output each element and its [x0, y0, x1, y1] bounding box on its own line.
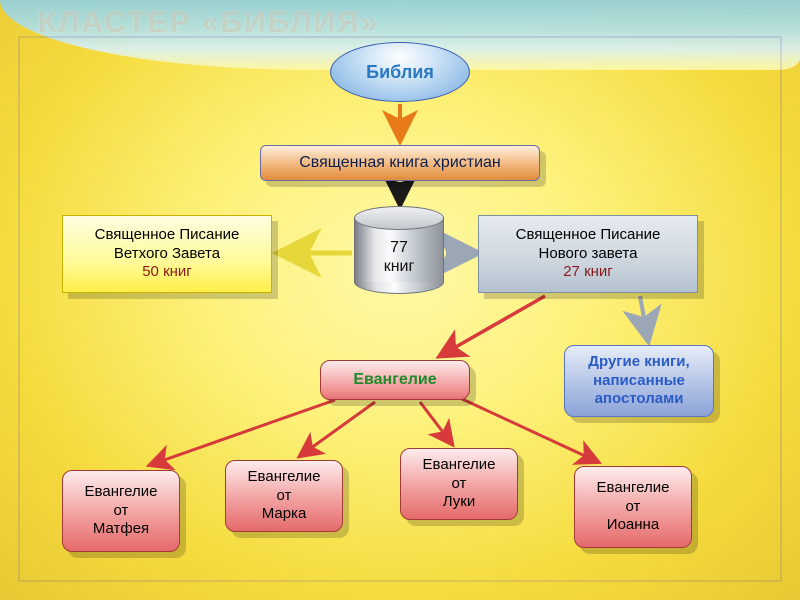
node-gospel-luke: Евангелие от Луки [400, 448, 518, 520]
gospel-label: Евангелие [353, 370, 436, 390]
mark-l1: Евангелие [248, 468, 321, 487]
cyl-l2: книг [384, 258, 415, 275]
node-holy-book: Священная книга христиан [260, 145, 540, 181]
node-gospel-matthew: Евангелие от Матфея [62, 470, 180, 552]
other-l1: Другие книги, [588, 353, 689, 372]
cyl-l1: 77 [390, 239, 408, 256]
node-gospel: Евангелие [320, 360, 470, 400]
old-l3: 50 книг [142, 263, 192, 282]
john-l1: Евангелие [597, 479, 670, 498]
node-old-testament: Священное Писание Ветхого Завета 50 книг [62, 215, 272, 293]
luke-l1: Евангелие [423, 456, 496, 475]
john-l2: от [626, 498, 641, 517]
other-l2: написанные [593, 372, 685, 391]
new-l3: 27 книг [563, 263, 613, 282]
matt-l3: Матфея [93, 520, 149, 539]
luke-l2: от [452, 475, 467, 494]
matt-l2: от [114, 502, 129, 521]
cylinder-top [354, 206, 444, 230]
holybook-label: Священная книга христиан [299, 153, 501, 173]
luke-l3: Луки [443, 493, 475, 512]
other-l3: апостолами [595, 390, 684, 409]
node-new-testament: Священное Писание Нового завета 27 книг [478, 215, 698, 293]
node-gospel-mark: Евангелие от Марка [225, 460, 343, 532]
node-bible: Библия [330, 42, 470, 102]
ghost-title: КЛАСТЕР «БИБЛИЯ» [38, 6, 379, 40]
matt-l1: Евангелие [85, 483, 158, 502]
old-l2: Ветхого Завета [114, 245, 220, 264]
cylinder-label: 77 книг [354, 238, 444, 276]
mark-l2: от [277, 487, 292, 506]
node-gospel-john: Евангелие от Иоанна [574, 466, 692, 548]
node-77-books-cylinder: 77 книг [354, 206, 444, 294]
node-other-books: Другие книги, написанные апостолами [564, 345, 714, 417]
new-l1: Священное Писание [516, 226, 661, 245]
john-l3: Иоанна [607, 516, 659, 535]
bible-label: Библия [366, 61, 434, 84]
new-l2: Нового завета [539, 245, 638, 264]
mark-l3: Марка [262, 505, 307, 524]
old-l1: Священное Писание [95, 226, 240, 245]
